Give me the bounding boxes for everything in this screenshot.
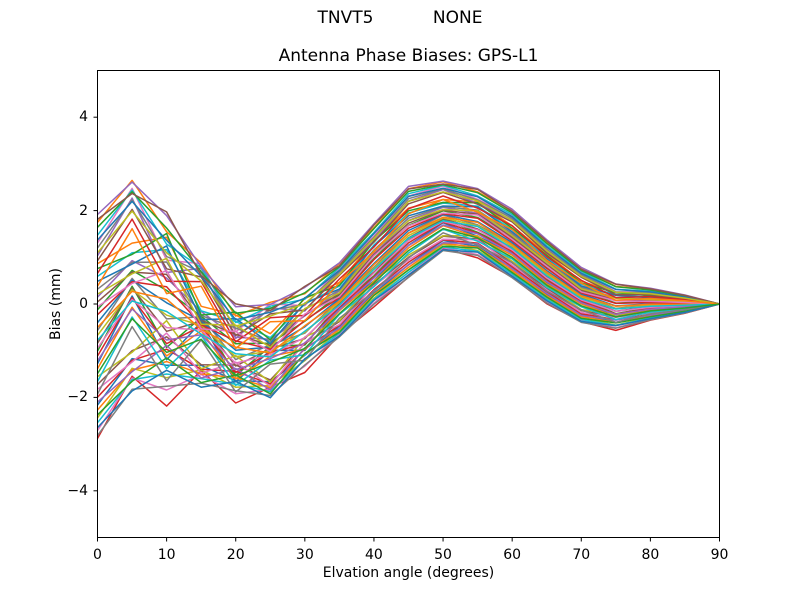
x-axis-label: Elvation angle (degrees) bbox=[322, 565, 495, 581]
x-tick-label: 0 bbox=[93, 547, 102, 563]
series-line bbox=[96, 249, 720, 429]
x-tick-label: 70 bbox=[572, 547, 591, 563]
y-tick-label: 4 bbox=[79, 109, 88, 126]
figure-suptitle: TNVT5 NONE bbox=[317, 8, 483, 28]
y-tick-label: −2 bbox=[67, 389, 88, 406]
x-tick-label: 80 bbox=[641, 547, 660, 563]
axes-title: Antenna Phase Biases: GPS-L1 bbox=[278, 46, 539, 66]
y-tick-label: 2 bbox=[79, 202, 88, 219]
x-tick-label: 20 bbox=[226, 547, 245, 563]
x-tick-label: 40 bbox=[365, 547, 383, 563]
axes-frame bbox=[97, 70, 720, 538]
x-tick-label: 30 bbox=[295, 547, 314, 563]
x-tick-label: 50 bbox=[434, 547, 452, 563]
y-tick-label: 0 bbox=[79, 296, 88, 312]
series-line bbox=[96, 198, 720, 350]
x-tick-label: 90 bbox=[710, 547, 729, 563]
series-line bbox=[96, 220, 720, 358]
series-line bbox=[96, 227, 720, 377]
series-line bbox=[96, 191, 720, 327]
y-tick-label: −4 bbox=[67, 482, 88, 499]
x-tick-label: 60 bbox=[503, 547, 522, 563]
series-line bbox=[97, 183, 720, 312]
series-line bbox=[96, 183, 720, 314]
x-tick-label: 10 bbox=[157, 547, 176, 563]
